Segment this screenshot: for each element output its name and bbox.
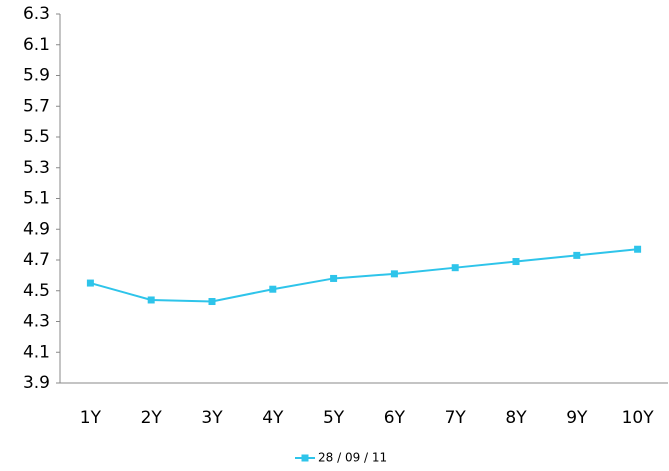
point-marker <box>269 285 277 293</box>
point-marker <box>208 298 216 306</box>
y-tick-label: 4.9 <box>23 219 50 239</box>
x-tick-label: 1Y <box>80 408 102 428</box>
y-tick-label: 5.9 <box>23 66 50 86</box>
x-tick-label: 8Y <box>505 408 527 428</box>
point-marker <box>330 274 338 282</box>
x-tick-label: 4Y <box>262 408 284 428</box>
legend-marker <box>301 454 309 462</box>
point-marker <box>573 251 581 259</box>
x-tick-label: 9Y <box>566 408 588 428</box>
y-tick-label: 5.7 <box>23 96 50 116</box>
y-tick-label: 4.5 <box>23 281 50 301</box>
y-tick-label: 4.1 <box>23 342 50 362</box>
point-marker <box>512 258 520 266</box>
point-marker <box>390 270 398 278</box>
point-marker <box>86 279 94 287</box>
x-tick-label: 6Y <box>384 408 406 428</box>
legend-text: 28 / 09 / 11 <box>318 451 387 465</box>
y-tick-label: 5.5 <box>23 127 50 147</box>
x-tick-label: 2Y <box>141 408 163 428</box>
point-marker <box>451 264 459 272</box>
y-tick-label: 4.3 <box>23 312 50 332</box>
x-tick-label: 10Y <box>622 408 655 428</box>
series-line <box>90 248 638 303</box>
point-marker <box>147 296 155 304</box>
y-tick-label: 5.3 <box>23 158 50 178</box>
y-tick-label: 3.9 <box>23 373 50 393</box>
point-marker <box>634 245 642 253</box>
x-tick-label: 7Y <box>445 408 467 428</box>
x-tick-label: 3Y <box>201 408 223 428</box>
x-tick-label: 5Y <box>323 408 345 428</box>
y-tick-label: 6.3 <box>23 4 50 24</box>
y-tick-label: 6.1 <box>23 35 50 55</box>
y-tick-label: 5.1 <box>23 189 50 209</box>
y-tick-label: 4.7 <box>23 250 50 270</box>
